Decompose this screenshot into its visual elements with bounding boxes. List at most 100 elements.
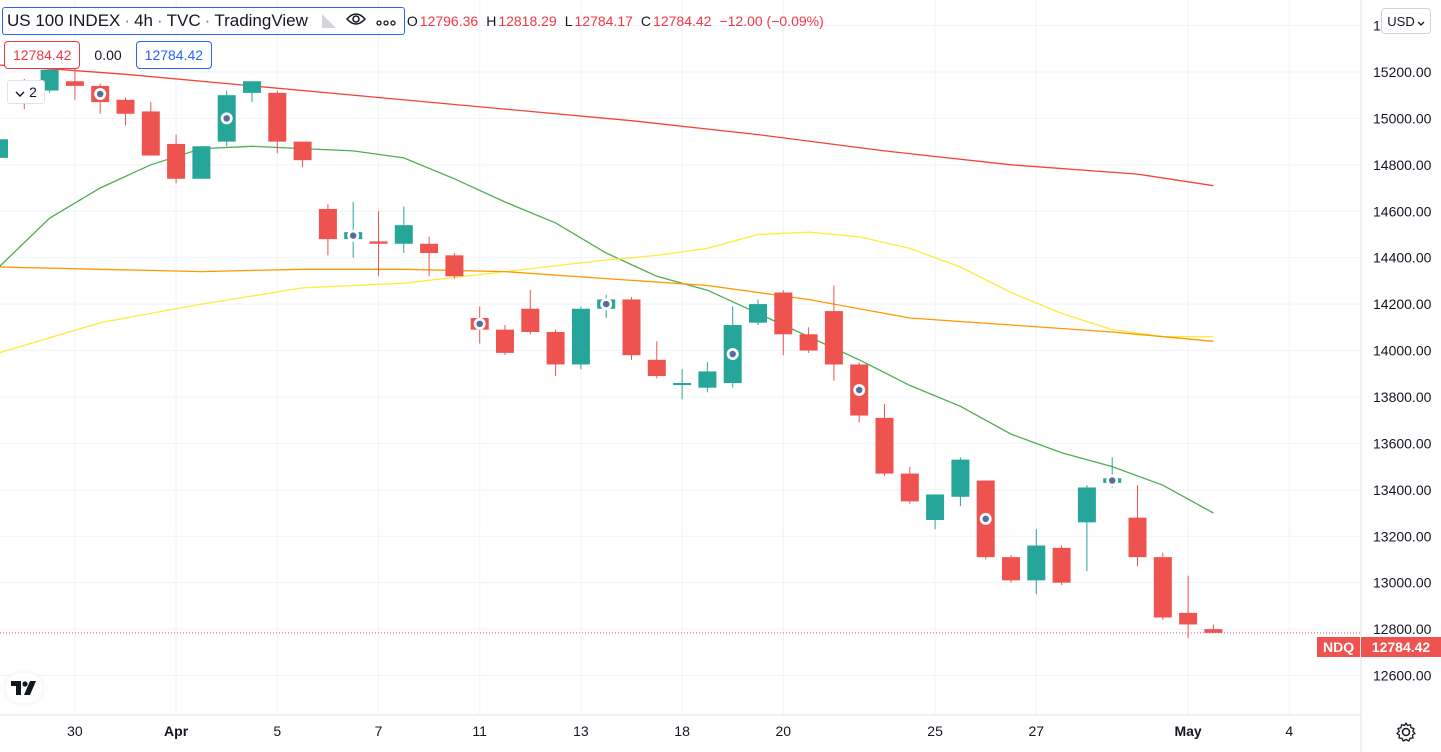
candle-body <box>496 329 514 353</box>
candle-body <box>40 69 59 91</box>
candle-body <box>369 241 388 244</box>
price-tick-label: 15200.00 <box>1373 64 1432 80</box>
more-options-icon[interactable] <box>376 11 396 31</box>
currency-select[interactable]: USD <box>1381 8 1431 34</box>
candle-body <box>571 308 590 365</box>
candle-body <box>0 139 8 158</box>
candle <box>141 102 160 156</box>
event-marker <box>1107 475 1117 486</box>
candle <box>318 204 337 256</box>
candle <box>1128 485 1147 567</box>
tradingview-logo[interactable] <box>5 673 43 703</box>
candle <box>192 146 211 179</box>
candle <box>900 466 919 504</box>
candle <box>774 290 793 356</box>
ohlc-values: O 12796.36 H 12818.29 L 12784.17 C 12784.42 … <box>407 13 824 29</box>
price-tick-label: 13600.00 <box>1373 435 1432 451</box>
candle-body <box>65 81 84 86</box>
price-tick-label: 15000.00 <box>1373 110 1432 126</box>
candles <box>0 62 1223 639</box>
event-marker <box>854 385 864 395</box>
settings-gear-icon[interactable] <box>1395 721 1417 748</box>
candle <box>850 362 869 423</box>
candle <box>824 285 843 381</box>
candle-body <box>268 92 287 142</box>
symbol-price-tag: NDQ <box>1317 637 1361 657</box>
last-price-value: 12784.42 <box>1361 637 1441 657</box>
price-tick-label: 13400.00 <box>1373 482 1432 498</box>
event-marker <box>474 319 485 329</box>
candle <box>1052 545 1071 585</box>
price-tick-label: 13000.00 <box>1373 575 1432 591</box>
source-label: TradingView <box>214 11 308 30</box>
candle <box>243 81 261 103</box>
event-marker <box>95 89 105 99</box>
chevron-down-icon <box>15 84 25 100</box>
symbol-tag-label: NDQ <box>1317 637 1361 657</box>
time-tick-label: 18 <box>674 723 690 739</box>
currency-label: USD <box>1387 13 1415 29</box>
time-tick-label: 25 <box>927 723 943 739</box>
candle <box>622 297 641 360</box>
candle-body <box>799 334 818 351</box>
candle-body <box>1027 545 1046 581</box>
candle-body <box>1153 557 1172 618</box>
candle <box>1153 552 1172 620</box>
candle <box>1179 575 1198 639</box>
event-marker <box>348 230 358 241</box>
dot-separator: · <box>124 11 131 30</box>
candle <box>1002 554 1020 583</box>
change-value: −12.00 (−0.09%) <box>719 13 824 29</box>
price-axis-labels: 15400.0015200.0015000.0014800.0014600.00… <box>1373 18 1432 684</box>
candle <box>116 97 135 126</box>
chevron-down-icon <box>1417 14 1425 29</box>
candle <box>875 403 894 476</box>
candle-body <box>1077 487 1096 523</box>
interval-label[interactable]: 4h <box>134 11 153 30</box>
event-marker <box>221 113 232 124</box>
symbol-name[interactable]: US 100 INDEX <box>7 11 121 30</box>
spread-value: 0.00 <box>90 41 126 69</box>
candle-body <box>394 225 413 244</box>
dot-separator: · <box>204 11 211 30</box>
candle-body <box>673 383 692 386</box>
trade-row: 12784.42 0.00 12784.42 <box>4 41 213 69</box>
candle <box>1077 485 1096 572</box>
indicators-toggle-button[interactable]: 2 <box>7 80 45 104</box>
candle-body <box>116 99 135 114</box>
price-tick-label: 14000.00 <box>1373 343 1432 359</box>
high-value: H 12818.29 <box>486 13 557 29</box>
candle <box>976 480 995 560</box>
candle <box>926 494 945 530</box>
eye-icon[interactable] <box>345 11 366 31</box>
candle-body <box>622 299 641 356</box>
indicator-count: 2 <box>29 84 37 100</box>
buy-button[interactable]: 12784.42 <box>135 41 213 69</box>
time-tick-label: 4 <box>1285 723 1293 739</box>
candle <box>597 294 616 319</box>
candle <box>1027 529 1046 595</box>
candle-body <box>243 81 261 93</box>
candle <box>445 253 464 279</box>
candle-body <box>647 359 666 377</box>
candle <box>420 236 439 277</box>
candle-body <box>445 255 464 277</box>
candle-body <box>926 494 945 520</box>
price-tick-label: 14400.00 <box>1373 250 1432 266</box>
dot-separator: · <box>156 11 163 30</box>
candle-body <box>167 143 186 179</box>
symbol-info-box[interactable]: US 100 INDEX · 4h · TVC · TradingView <box>2 7 405 35</box>
time-tick-label: 27 <box>1029 723 1045 739</box>
price-tick-label: 14600.00 <box>1373 203 1432 219</box>
flag-icon[interactable] <box>321 14 336 28</box>
candle-body <box>749 304 767 323</box>
candle-body <box>420 243 439 254</box>
candle <box>749 299 767 325</box>
candle <box>571 306 590 370</box>
candle-body <box>192 146 211 179</box>
candle <box>470 306 489 344</box>
candle <box>167 134 186 184</box>
sell-button[interactable]: 12784.42 <box>4 41 81 69</box>
